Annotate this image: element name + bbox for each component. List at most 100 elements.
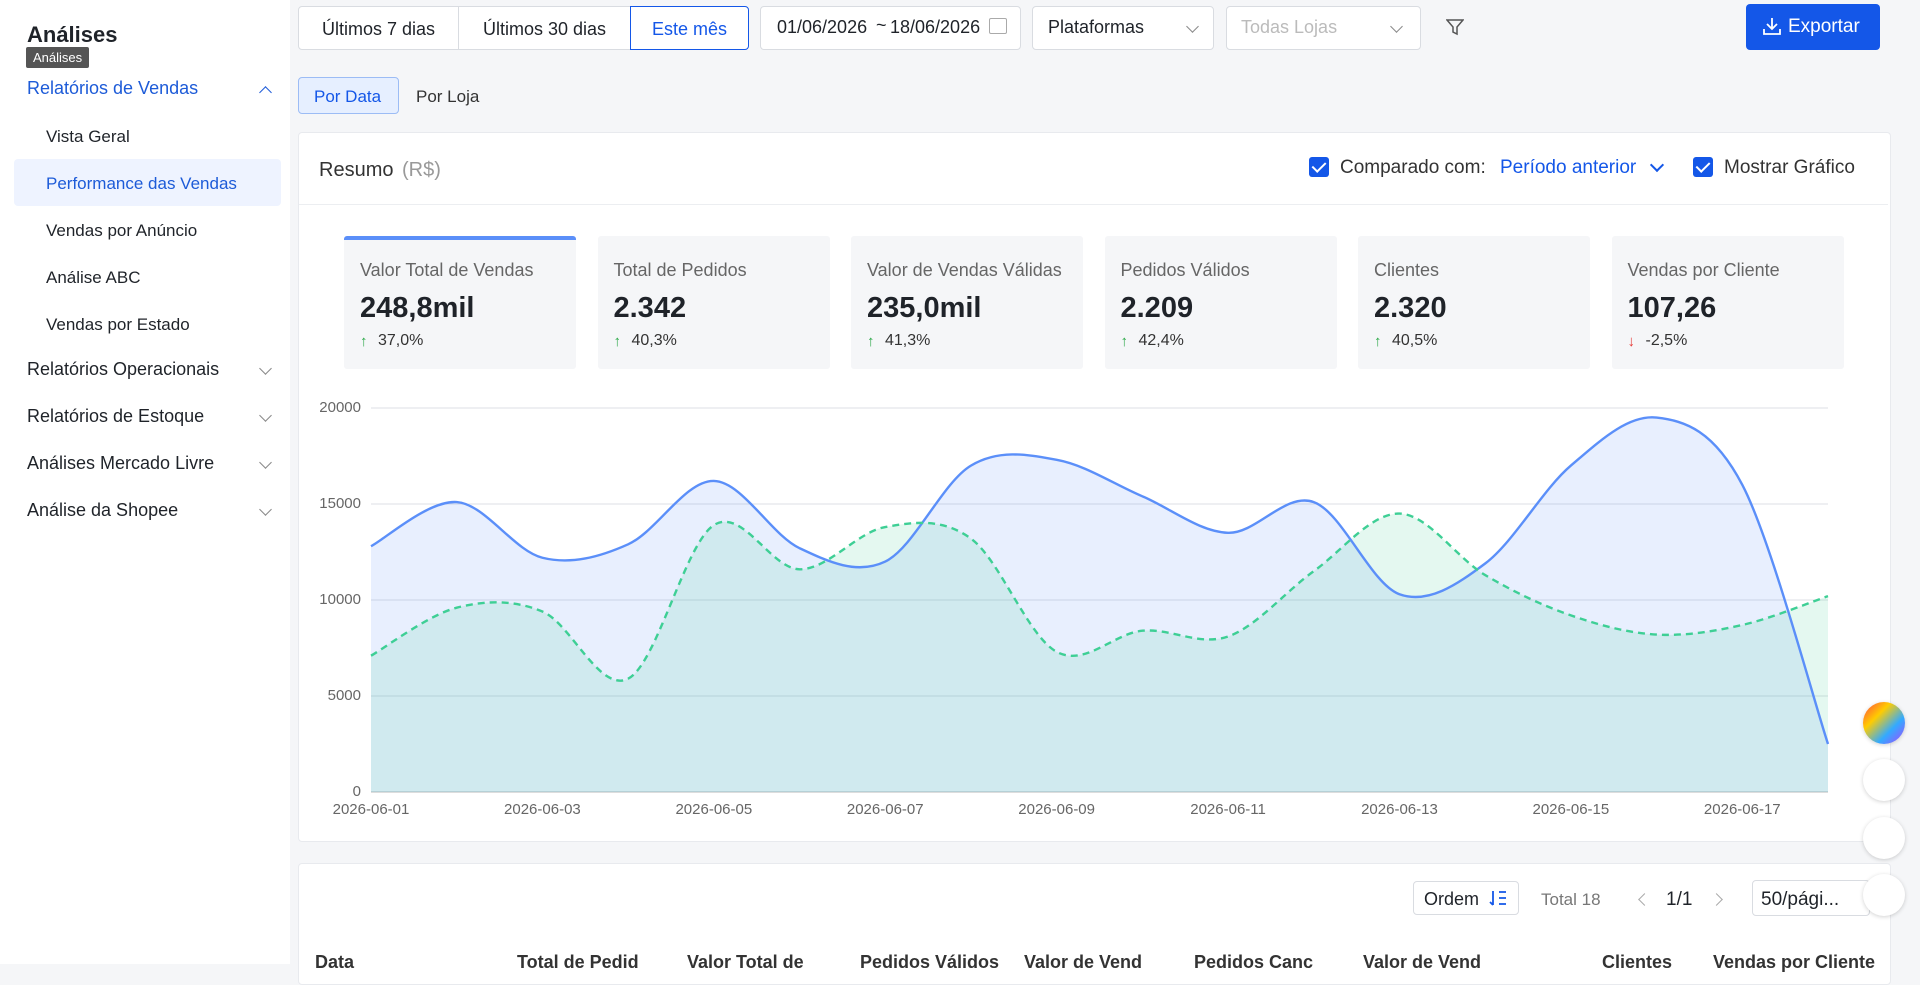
tooltip: Análises bbox=[26, 47, 90, 68]
area-fill bbox=[371, 513, 1828, 792]
kpi-label: Valor de Vendas Válidas bbox=[867, 260, 1062, 280]
summary-unit: (R$) bbox=[402, 159, 441, 181]
store-placeholder: Todas Lojas bbox=[1241, 17, 1338, 37]
column-header: Pedidos Canc bbox=[1194, 952, 1314, 972]
x-tick-label: 2026-06-03 bbox=[504, 801, 581, 818]
x-tick-label: 2026-06-09 bbox=[1018, 801, 1095, 818]
total: Total 18 bbox=[1541, 890, 1601, 909]
column-header: Clientes bbox=[1602, 952, 1673, 972]
kpi-value: 2.342 bbox=[613, 292, 687, 324]
platform-select[interactable] bbox=[1032, 6, 1214, 50]
chevron bbox=[259, 86, 272, 99]
platform-text: Plataformas bbox=[1048, 17, 1145, 37]
x-tick-label: 2026-06-07 bbox=[847, 801, 924, 818]
tab[interactable]: Por Loja bbox=[416, 87, 480, 106]
chart: 0 5000 10000 15000 20000 2026-06-01 2026-06-03… bbox=[319, 399, 1830, 818]
x-tick-label: 2026-06-15 bbox=[1533, 801, 1610, 818]
compare-select[interactable]: Período anterior bbox=[1500, 157, 1637, 178]
menu-group[interactable]: Relatórios de Vendas bbox=[27, 78, 199, 98]
date-separator: ~ bbox=[876, 15, 887, 35]
checkbox[interactable] bbox=[1693, 157, 1713, 177]
menu-item[interactable]: Vendas por Anúncio bbox=[46, 221, 198, 240]
chevron bbox=[259, 456, 272, 469]
kpi-card[interactable] bbox=[597, 236, 830, 369]
kpi-change: 42,4% bbox=[1138, 332, 1184, 349]
line bbox=[370, 416, 1830, 745]
kpi-change: -2,5% bbox=[1645, 332, 1688, 349]
sidebar: Análises Análises Relatórios de Vendas V… bbox=[0, 0, 290, 964]
tab: Por Data bbox=[314, 87, 382, 106]
period-button[interactable]: Últimos 7 dias bbox=[298, 6, 459, 50]
column-header: Data bbox=[315, 952, 355, 972]
line bbox=[370, 512, 1829, 682]
kpi-arrow: ↑ bbox=[1374, 333, 1382, 350]
kpi-change: 37,0% bbox=[378, 332, 424, 349]
chevron bbox=[259, 503, 272, 516]
area-fill bbox=[371, 417, 1828, 792]
compare-label: Comparado com: bbox=[1340, 157, 1486, 178]
period-button[interactable]: Últimos 30 dias bbox=[458, 6, 631, 50]
export-label: Exportar bbox=[1788, 16, 1860, 37]
menu-group[interactable]: Análise da Shopee bbox=[27, 500, 179, 520]
menu-item[interactable]: Performance das Vendas bbox=[46, 174, 237, 193]
kpi-label: Valor Total de Vendas bbox=[360, 260, 534, 280]
kpi-value: 235,0mil bbox=[867, 292, 982, 324]
menu-item[interactable]: Vista Geral bbox=[46, 127, 130, 146]
x-tick-label: 2026-06-01 bbox=[333, 801, 410, 818]
kpi-card[interactable] bbox=[1358, 236, 1590, 369]
menu-group[interactable]: Relatórios de Estoque bbox=[27, 406, 205, 426]
mobile-button[interactable] bbox=[1863, 817, 1905, 859]
y-tick-label: 15000 bbox=[319, 495, 361, 512]
sidebar-title: Análises bbox=[27, 22, 118, 47]
column-header: Valor Total de bbox=[687, 952, 804, 972]
column-header: Total de Pedid bbox=[517, 952, 639, 972]
x-tick-label: 2026-06-17 bbox=[1704, 801, 1781, 818]
page-size-select[interactable] bbox=[1752, 880, 1870, 916]
menu-group[interactable]: Análises Mercado Livre bbox=[27, 453, 215, 473]
show-chart-label: Mostrar Gráfico bbox=[1724, 157, 1855, 178]
column-header: Pedidos Válidos bbox=[860, 952, 1000, 972]
order-label: Ordem bbox=[1424, 889, 1480, 909]
store-select[interactable] bbox=[1226, 6, 1421, 50]
checkbox[interactable] bbox=[1309, 157, 1329, 177]
x-tick-label: 2026-06-05 bbox=[675, 801, 752, 818]
period-button[interactable]: Este mês bbox=[630, 6, 749, 50]
y-tick-label: 5000 bbox=[328, 687, 361, 704]
kpi-arrow: ↑ bbox=[613, 333, 622, 350]
kpi-value: 248,8mil bbox=[360, 292, 475, 324]
filter-icon[interactable] bbox=[1446, 18, 1464, 36]
column-header: Valor de Vend bbox=[1363, 952, 1482, 972]
page: Análises Análises Relatórios de Vendas V… bbox=[0, 0, 1920, 964]
page: 1/1 bbox=[1666, 889, 1693, 910]
kpi-arrow: ↑ bbox=[1120, 333, 1129, 350]
menu-item[interactable]: Análise ABC bbox=[46, 268, 141, 287]
kpi-card[interactable] bbox=[1104, 236, 1337, 369]
calendar-icon bbox=[989, 18, 1007, 34]
support-button[interactable] bbox=[1863, 759, 1905, 801]
tab-active[interactable] bbox=[298, 77, 399, 114]
kpi-value: 2.320 bbox=[1374, 292, 1447, 324]
column-header: Vendas por Cliente bbox=[1713, 952, 1876, 972]
kpi-card[interactable] bbox=[344, 236, 576, 369]
kpi-arrow: ↑ bbox=[867, 333, 875, 350]
kpi-card[interactable] bbox=[1611, 236, 1844, 369]
kpi-arrow: ↓ bbox=[1627, 333, 1636, 350]
date-picker[interactable] bbox=[760, 6, 1021, 50]
kpi-change: 40,5% bbox=[1392, 332, 1438, 349]
x-tick-label: 2026-06-11 bbox=[1190, 801, 1266, 818]
kpi-change: 41,3% bbox=[885, 332, 931, 349]
menu-item[interactable]: Vendas por Estado bbox=[46, 315, 190, 334]
app-badge[interactable] bbox=[1863, 702, 1905, 744]
help-button[interactable] bbox=[1863, 874, 1905, 916]
kpi-value: 107,26 bbox=[1627, 292, 1717, 324]
date-start: 01/06/2026 bbox=[777, 17, 868, 37]
chevron bbox=[259, 409, 272, 422]
kpi-change: 40,3% bbox=[631, 332, 677, 349]
chevron bbox=[259, 362, 272, 375]
menu-group[interactable]: Relatórios Operacionais bbox=[27, 359, 220, 379]
selected-bg bbox=[14, 159, 281, 206]
kpi-card[interactable] bbox=[851, 236, 1083, 369]
kpi-arrow: ↑ bbox=[360, 333, 368, 350]
sort-icon bbox=[1489, 891, 1506, 906]
export-button[interactable] bbox=[1746, 4, 1880, 50]
